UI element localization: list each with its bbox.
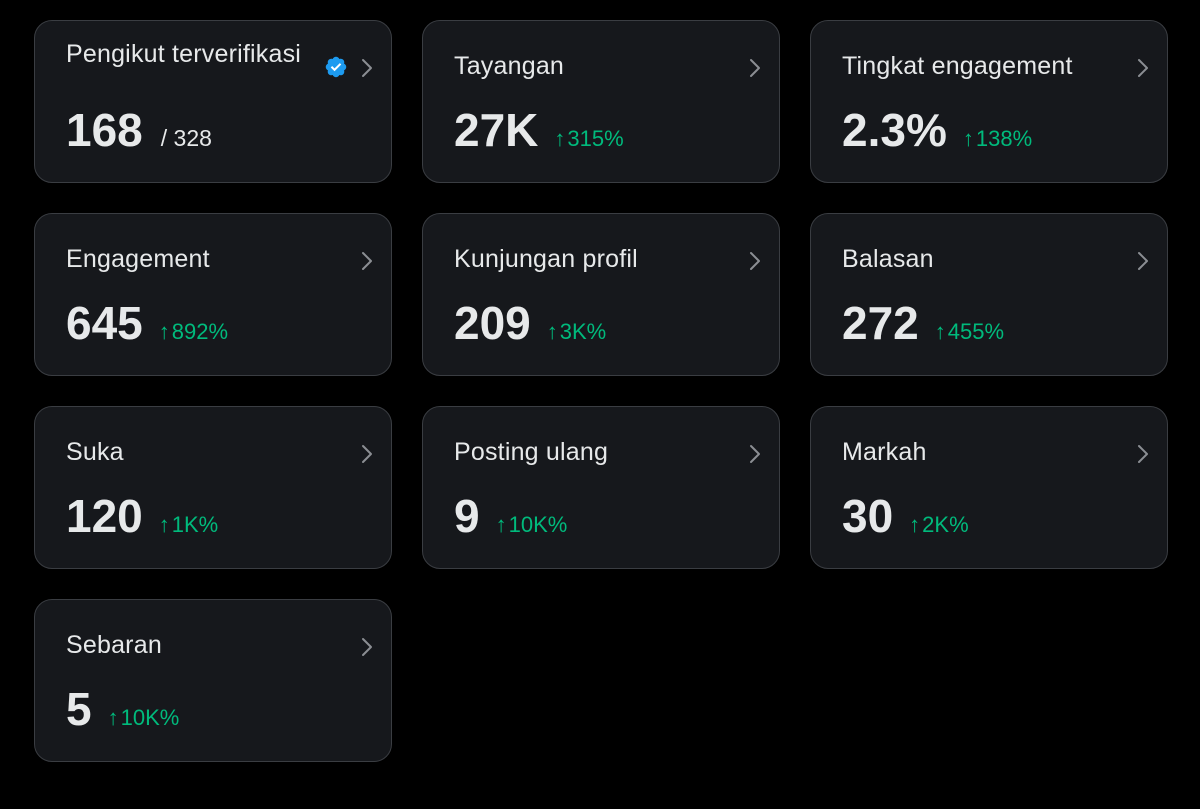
- metric-value: 30: [842, 490, 894, 542]
- arrow-up-icon: ↑: [909, 512, 921, 537]
- arrow-up-icon: ↑: [546, 319, 558, 344]
- chevron-right-icon: [750, 445, 760, 463]
- metric-change: ↑1K%: [159, 512, 218, 538]
- chevron-right-icon: [1138, 252, 1148, 270]
- metric-value-row: 209 ↑3K%: [454, 297, 606, 349]
- metric-title: Engagement: [66, 245, 210, 273]
- metric-value-row: 645 ↑892%: [66, 297, 228, 349]
- arrow-up-icon: ↑: [934, 319, 946, 344]
- chevron-right-icon: [750, 252, 760, 270]
- verified-badge-icon: [325, 56, 347, 78]
- chevron-right-icon: [362, 252, 372, 270]
- metric-card-verified-followers[interactable]: Pengikut terverifikasi 168 / 328: [34, 20, 392, 183]
- change-value: 10K%: [508, 512, 568, 537]
- change-value: 138%: [975, 126, 1033, 151]
- metric-change: ↑892%: [159, 319, 228, 345]
- metrics-grid: Pengikut terverifikasi 168 / 328 Tayanga…: [34, 20, 1168, 762]
- metric-value: 168: [66, 104, 143, 156]
- chevron-right-icon: [1138, 445, 1148, 463]
- metric-value-row: 27K ↑315%: [454, 104, 624, 156]
- metric-value: 120: [66, 490, 143, 542]
- metric-change: ↑138%: [963, 126, 1032, 152]
- metric-change: ↑315%: [554, 126, 623, 152]
- metric-value-row: 2.3% ↑138%: [842, 104, 1032, 156]
- metric-value: 27K: [454, 104, 539, 156]
- change-value: 3K%: [559, 319, 607, 344]
- arrow-up-icon: ↑: [158, 512, 170, 537]
- metric-title: Posting ulang: [454, 438, 609, 466]
- metric-title: Tayangan: [454, 52, 565, 80]
- metric-value-row: 272 ↑455%: [842, 297, 1004, 349]
- metric-value-row: 5 ↑10K%: [66, 683, 179, 735]
- metric-change: ↑455%: [935, 319, 1004, 345]
- metric-card-likes[interactable]: Suka 120 ↑1K%: [34, 406, 392, 569]
- metric-change: ↑10K%: [108, 705, 180, 731]
- change-value: 455%: [947, 319, 1005, 344]
- metric-change: ↑3K%: [547, 319, 606, 345]
- metric-total: / 328: [160, 125, 212, 151]
- chevron-right-icon: [362, 445, 372, 463]
- arrow-up-icon: ↑: [495, 512, 507, 537]
- metric-title: Tingkat engagement: [842, 52, 1073, 80]
- arrow-up-icon: ↑: [158, 319, 170, 344]
- metric-card-engagement-rate[interactable]: Tingkat engagement 2.3% ↑138%: [810, 20, 1168, 183]
- metric-value-row: 120 ↑1K%: [66, 490, 218, 542]
- metric-title: Kunjungan profil: [454, 245, 638, 273]
- arrow-up-icon: ↑: [962, 126, 974, 151]
- change-value: 315%: [567, 126, 624, 151]
- metric-value: 272: [842, 297, 919, 349]
- metric-card-reposts[interactable]: Posting ulang 9 ↑10K%: [422, 406, 780, 569]
- metric-card-views[interactable]: Tayangan 27K ↑315%: [422, 20, 780, 183]
- chevron-right-icon: [750, 59, 760, 77]
- metric-value: 5: [66, 683, 92, 735]
- metric-change: ↑2K%: [909, 512, 968, 538]
- metric-card-shares[interactable]: Sebaran 5 ↑10K%: [34, 599, 392, 762]
- arrow-up-icon: ↑: [554, 126, 566, 151]
- metric-value-row: 30 ↑2K%: [842, 490, 969, 542]
- metric-value: 209: [454, 297, 531, 349]
- metric-value: 645: [66, 297, 143, 349]
- change-value: 10K%: [120, 705, 180, 730]
- metric-title: Pengikut terverifikasi: [66, 40, 302, 68]
- metric-value: 2.3%: [842, 104, 947, 156]
- metric-card-bookmarks[interactable]: Markah 30 ↑2K%: [810, 406, 1168, 569]
- change-value: 1K%: [171, 512, 219, 537]
- metric-card-replies[interactable]: Balasan 272 ↑455%: [810, 213, 1168, 376]
- metric-value: 9: [454, 490, 480, 542]
- arrow-up-icon: ↑: [107, 705, 119, 730]
- metric-value-row: 168 / 328: [66, 104, 212, 156]
- metric-card-profile-visits[interactable]: Kunjungan profil 209 ↑3K%: [422, 213, 780, 376]
- chevron-right-icon: [362, 638, 372, 656]
- metric-card-engagement[interactable]: Engagement 645 ↑892%: [34, 213, 392, 376]
- change-value: 892%: [171, 319, 229, 344]
- metric-title: Markah: [842, 438, 927, 466]
- chevron-right-icon: [362, 59, 372, 77]
- metric-title: Sebaran: [66, 631, 162, 659]
- metric-change: ↑10K%: [496, 512, 568, 538]
- metric-value-row: 9 ↑10K%: [454, 490, 567, 542]
- metric-title: Balasan: [842, 245, 934, 273]
- chevron-right-icon: [1138, 59, 1148, 77]
- metric-title: Suka: [66, 438, 124, 466]
- change-value: 2K%: [922, 512, 969, 537]
